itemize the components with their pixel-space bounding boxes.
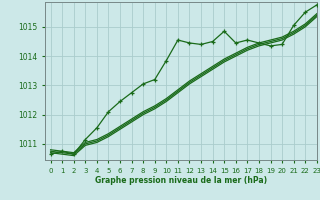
X-axis label: Graphe pression niveau de la mer (hPa): Graphe pression niveau de la mer (hPa) bbox=[95, 176, 267, 185]
